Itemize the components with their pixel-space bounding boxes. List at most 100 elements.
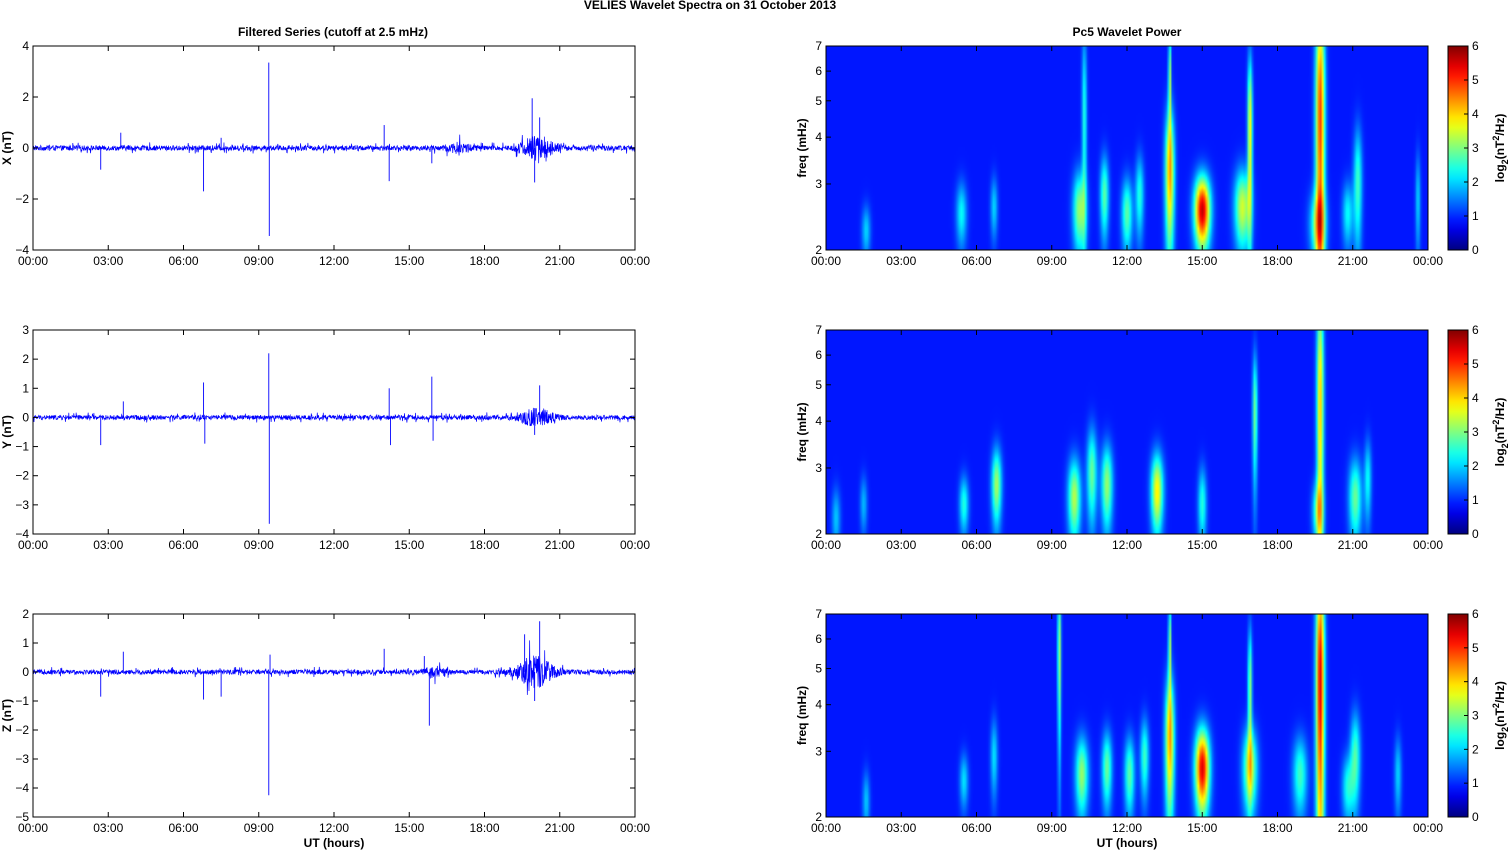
spectrum-2-xtick-label: 15:00 [1187, 538, 1217, 552]
spectrum-2-colorbar-tick-label: 2 [1472, 459, 1479, 473]
series-1-xtick-label: 09:00 [244, 254, 274, 268]
spectrum-2-colorbar-tick-label: 3 [1472, 425, 1479, 439]
spectrum-1-colorbar-label-part: 2 [1491, 136, 1501, 141]
spectrum-3-colorbar-label-part: 2 [1500, 727, 1510, 732]
spectrum-2-xtick-label: 00:00 [1413, 538, 1443, 552]
spectrum-3-ytick-label: 7 [815, 607, 822, 621]
spectrum-3-colorbar-tick-label: 2 [1472, 742, 1479, 756]
series-2-xtick-label: 06:00 [168, 538, 198, 552]
series-2-xtick-label: 21:00 [545, 538, 575, 552]
spectrum-1-ytick-label: 4 [815, 130, 822, 144]
spectrum-1-colorbar-tick-label: 3 [1472, 141, 1479, 155]
spectrum-3-colorbar-tick-label: 3 [1472, 709, 1479, 723]
series-2-ytick-label: −2 [15, 469, 29, 483]
spectrum-3-ytick-label: 2 [815, 810, 822, 824]
right-column-title: Pc5 Wavelet Power [1073, 25, 1182, 39]
spectrum-2-colorbar-tick-label: 5 [1472, 357, 1479, 371]
spectrum-1-ytick-label: 7 [815, 39, 822, 53]
series-3-xtick-label: 00:00 [620, 821, 650, 835]
spectrum-1-colorbar-label-part: 2 [1500, 159, 1510, 164]
series-3-xtick-label: 15:00 [394, 821, 424, 835]
spectrum-3-xtick-label: 21:00 [1338, 821, 1368, 835]
series-1-ylabel: X (nT) [0, 131, 14, 165]
spectrum-2-xtick-label: 12:00 [1112, 538, 1142, 552]
series-2-xtick-label: 00:00 [18, 538, 48, 552]
spectrum-3-xtick-label: 06:00 [961, 821, 991, 835]
spectrum-2-colorbar-label-part: (nT [1493, 424, 1507, 443]
series-2-xtick-label: 15:00 [394, 538, 424, 552]
spectrum-3-colorbar-label: log2(nT2/Hz) [1491, 681, 1510, 750]
series-1-ytick-label: 4 [22, 39, 29, 53]
series-3-ytick-label: −4 [15, 781, 29, 795]
spectrum-2-colorbar-tick-label: 0 [1472, 527, 1479, 541]
spectrum-3-colorbar-label-part: (nT [1493, 708, 1507, 727]
spectrum-2-ylabel: freq (mHz) [795, 402, 809, 461]
spectrum-2-colorbar-label-part: log [1493, 448, 1507, 466]
series-1-xtick-label: 21:00 [545, 254, 575, 268]
spectrum-2-xtick-label: 18:00 [1262, 538, 1292, 552]
spectrum-1-xtick-label: 00:00 [811, 254, 841, 268]
left-column-title: Filtered Series (cutoff at 2.5 mHz) [238, 25, 428, 39]
spectrum-3-ytick-label: 3 [815, 744, 822, 758]
spectrum-1-xtick-label: 15:00 [1187, 254, 1217, 268]
spectrum-3-colorbar-tick-label: 0 [1472, 810, 1479, 824]
series-1-xtick-label: 12:00 [319, 254, 349, 268]
spectrum-2-ytick-label: 2 [815, 527, 822, 541]
series-2-ytick-label: −1 [15, 440, 29, 454]
series-1-xtick-label: 18:00 [469, 254, 499, 268]
series-2-ytick-label: 2 [22, 352, 29, 366]
series-3-axes-frame [32, 613, 636, 818]
series-3-xlabel: UT (hours) [304, 836, 365, 850]
spectrum-3-ytick-label: 5 [815, 662, 822, 676]
series-2-xtick-label: 03:00 [93, 538, 123, 552]
spectrum-3-xtick-label: 09:00 [1037, 821, 1067, 835]
spectrum-1-colorbar-label: log2(nT2/Hz) [1491, 114, 1510, 183]
spectrum-2-colorbar-label-part: 2 [1491, 420, 1501, 425]
spectrum-2-power-image [826, 330, 1428, 534]
spectrum-3-ylabel: freq (mHz) [795, 686, 809, 745]
spectrum-1-colorbar-tick-label: 4 [1472, 107, 1479, 121]
spectrum-3-ytick-label: 6 [815, 632, 822, 646]
spectrum-1-ytick-label: 2 [815, 243, 822, 257]
spectrum-1-ytick-label: 5 [815, 94, 822, 108]
spectrum-2-xtick-label: 00:00 [811, 538, 841, 552]
spectrum-3-colorbar-label-part: /Hz) [1493, 681, 1507, 703]
series-3-xtick-label: 21:00 [545, 821, 575, 835]
panels: −4 −2 0 2 4 00:00 03:00 06:00 09:00 12:00 15:00 18:… [0, 39, 1510, 850]
spectrum-3-xtick-label: 03:00 [886, 821, 916, 835]
series-1-ytick-label: −2 [15, 192, 29, 206]
spectrum-1-colorbar-tick-label: 6 [1472, 39, 1479, 53]
series-1-ytick-label: 2 [22, 90, 29, 104]
spectrum-2-xtick-label: 09:00 [1037, 538, 1067, 552]
spectrum-2-ytick-label: 5 [815, 378, 822, 392]
spectrum-1-xtick-label: 00:00 [1413, 254, 1443, 268]
spectrum-1-colorbar-label-part: (nT [1493, 140, 1507, 159]
series-3-line [32, 640, 636, 695]
spectrum-3-xtick-label: 00:00 [811, 821, 841, 835]
series-2-ytick-label: −4 [15, 527, 29, 541]
series-1-line [32, 134, 636, 164]
spectrum-3-xlabel: UT (hours) [1097, 836, 1158, 850]
spectrum-3-xtick-label: 00:00 [1413, 821, 1443, 835]
series-3-ytick-label: 2 [22, 607, 29, 621]
spectrum-3-colorbar-label-part: log [1493, 732, 1507, 750]
spectrum-2-colorbar-label-part: 2 [1500, 443, 1510, 448]
series-2-xtick-label: 00:00 [620, 538, 650, 552]
series-2-ytick-label: 0 [22, 410, 29, 424]
series-1-ytick-label: 0 [22, 141, 29, 155]
spectrum-1-colorbar-label-part: /Hz) [1493, 114, 1507, 136]
spectrum-2-ytick-label: 6 [815, 348, 822, 362]
series-2-ytick-label: −3 [15, 498, 29, 512]
spectrum-2-colorbar-tick-label: 1 [1472, 493, 1479, 507]
spectrum-3-xtick-label: 12:00 [1112, 821, 1142, 835]
spectrum-1-colorbar-tick-label: 5 [1472, 73, 1479, 87]
series-2-ytick-label: 1 [22, 381, 29, 395]
spectrum-1-xtick-label: 18:00 [1262, 254, 1292, 268]
series-2-axes-frame [32, 329, 636, 535]
series-3-xtick-label: 12:00 [319, 821, 349, 835]
series-3-ytick-label: 0 [22, 665, 29, 679]
spectrum-2-xtick-label: 21:00 [1338, 538, 1368, 552]
series-3-xtick-label: 03:00 [93, 821, 123, 835]
series-3-ytick-label: −2 [15, 723, 29, 737]
spectrum-3-colorbar-tick-label: 4 [1472, 675, 1479, 689]
